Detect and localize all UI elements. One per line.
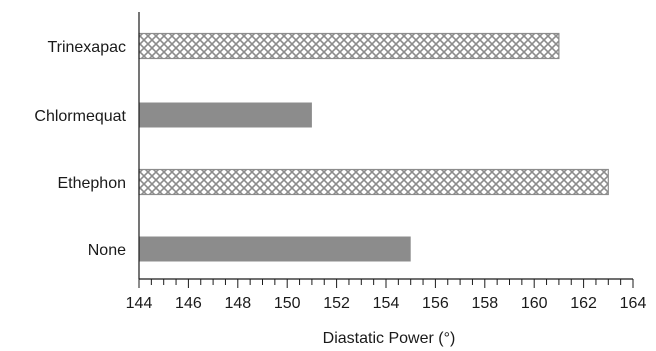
y-tick-label-none: None bbox=[88, 242, 126, 259]
axes-layer bbox=[138, 12, 634, 288]
y-tick-label-ethephon: Ethephon bbox=[57, 175, 126, 192]
bar-chlormequat bbox=[139, 102, 312, 128]
bar-none bbox=[139, 236, 411, 262]
x-tick-label-152: 152 bbox=[323, 295, 350, 312]
x-tick-label-146: 146 bbox=[175, 295, 202, 312]
x-tick-label-156: 156 bbox=[422, 295, 449, 312]
x-tick-label-162: 162 bbox=[570, 295, 597, 312]
labels-layer: Trinexapac Chlormequat Ethephon None 144 146 1… bbox=[34, 39, 646, 312]
x-tick-label-164: 164 bbox=[620, 295, 647, 312]
x-tick-label-154: 154 bbox=[373, 295, 400, 312]
x-tick-label-148: 148 bbox=[224, 295, 251, 312]
x-tick-label-150: 150 bbox=[274, 295, 301, 312]
x-tick-label-144: 144 bbox=[126, 295, 153, 312]
bar-trinexapac bbox=[138, 32, 560, 60]
y-tick-label-trinexapac: Trinexapac bbox=[47, 39, 126, 56]
y-tick-label-chlormequat: Chlormequat bbox=[34, 108, 126, 125]
bars-layer bbox=[138, 32, 609, 262]
x-tick-label-158: 158 bbox=[471, 295, 498, 312]
x-tick-label-160: 160 bbox=[521, 295, 548, 312]
x-axis-title: Diastatic Power (°) bbox=[323, 330, 456, 347]
bar-ethephon bbox=[138, 168, 609, 196]
